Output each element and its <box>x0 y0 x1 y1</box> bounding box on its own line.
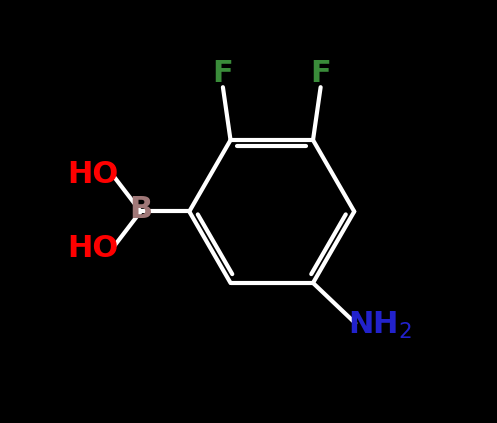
Text: HO: HO <box>67 160 118 189</box>
Text: B: B <box>129 195 152 224</box>
Text: NH$_2$: NH$_2$ <box>348 310 412 341</box>
Text: F: F <box>213 59 233 88</box>
Text: HO: HO <box>67 234 118 263</box>
Text: F: F <box>310 59 331 88</box>
